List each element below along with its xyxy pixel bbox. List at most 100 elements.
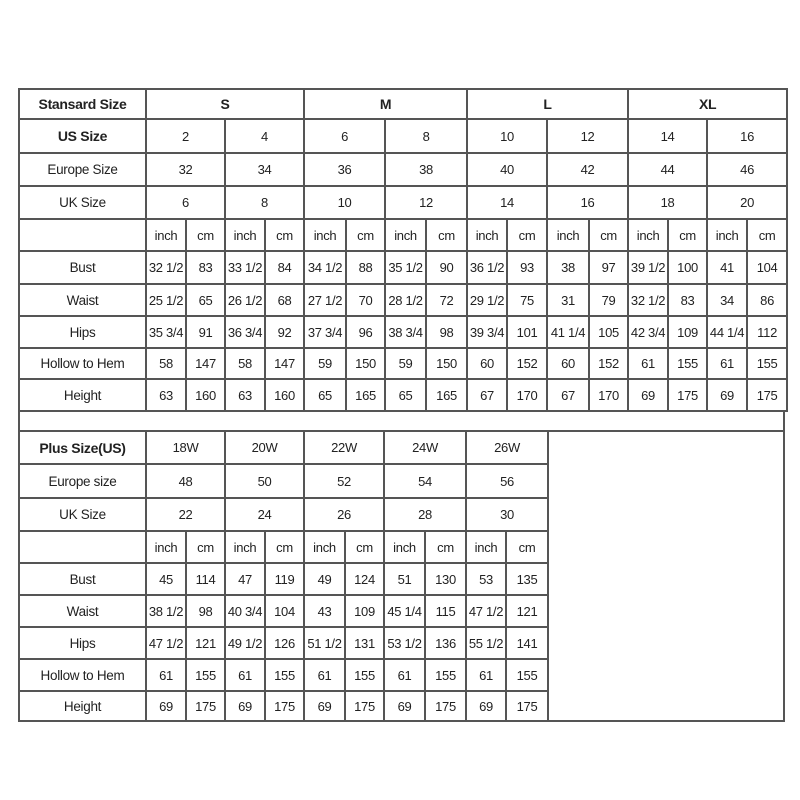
measurement-value: 135 xyxy=(505,562,549,596)
measurement-value: 175 xyxy=(264,690,305,722)
uk-size-label: UK Size xyxy=(18,185,147,220)
measurement-value: 155 xyxy=(667,347,709,380)
letter-size-row: Stansard Size S M L XL xyxy=(18,88,789,120)
letter-size-cell: L xyxy=(466,88,630,120)
plus-europe-size-row: Europe size 48 50 52 54 56 xyxy=(18,463,549,499)
measurement-value: 61 xyxy=(145,658,187,692)
measurement-value: 27 1/2 xyxy=(303,283,348,317)
us-size-cell: 12 xyxy=(546,118,630,154)
measurement-row: Height 63 160 63 160 65 165 65 165 67 170 67 170 69 17… xyxy=(18,378,789,412)
measurement-value: 61 xyxy=(627,347,670,380)
measurement-label: Hollow to Hem xyxy=(18,347,147,380)
measurement-value: 69 xyxy=(303,690,346,722)
us-size-row: US Size 2 4 6 8 10 12 14 16 xyxy=(18,118,789,154)
europe-size-cell: 44 xyxy=(627,152,709,187)
measurement-value: 175 xyxy=(667,378,709,412)
measurement-label: Height xyxy=(18,690,147,722)
measurement-value: 51 1/2 xyxy=(303,626,346,660)
measurement-value: 170 xyxy=(588,378,630,412)
us-size-cell: 10 xyxy=(466,118,549,154)
measurement-value: 115 xyxy=(424,594,467,628)
us-size-cell: 4 xyxy=(223,118,306,154)
unit-inch: inch xyxy=(546,218,591,252)
measurement-value: 96 xyxy=(345,315,387,349)
unit-inch: inch xyxy=(303,218,348,252)
unit-cm: cm xyxy=(344,530,385,564)
measurement-value: 63 xyxy=(145,378,187,412)
measurement-value: 65 xyxy=(303,378,348,412)
header-label: Stansard Size xyxy=(18,88,147,120)
unit-cm: cm xyxy=(345,218,387,252)
measurement-value: 83 xyxy=(667,283,709,317)
measurement-label: Hollow to Hem xyxy=(18,658,147,692)
measurement-value: 83 xyxy=(185,250,226,285)
measurement-value: 72 xyxy=(425,283,469,317)
plus-europe-size-cell: 50 xyxy=(224,463,305,499)
unit-inch: inch xyxy=(465,530,507,564)
measurement-label: Bust xyxy=(18,562,147,596)
measurement-value: 152 xyxy=(588,347,630,380)
europe-size-cell: 46 xyxy=(706,152,789,187)
measurement-value: 88 xyxy=(345,250,387,285)
measurement-value: 136 xyxy=(424,626,467,660)
measurement-value: 152 xyxy=(506,347,549,380)
measurement-value: 41 xyxy=(706,250,749,285)
plus-size-table: Plus Size(US) 18W 20W 22W 24W 26W Europe size 4… xyxy=(18,430,549,722)
plus-uk-size-row: UK Size 22 24 26 28 30 xyxy=(18,497,549,532)
measurement-value: 38 1/2 xyxy=(145,594,187,628)
measurement-value: 34 xyxy=(706,283,749,317)
uk-size-cell: 10 xyxy=(303,185,387,220)
measurement-value: 65 xyxy=(384,378,428,412)
europe-size-cell: 34 xyxy=(223,152,306,187)
measurement-value: 69 xyxy=(224,690,266,722)
unit-cm: cm xyxy=(264,530,305,564)
measurement-value: 93 xyxy=(506,250,549,285)
measurement-value: 150 xyxy=(425,347,469,380)
plus-measurement-row: Hollow to Hem 61 155 61 155 61 155 61 155 61 155 xyxy=(18,658,549,692)
measurement-value: 155 xyxy=(344,658,385,692)
measurement-value: 155 xyxy=(505,658,549,692)
measurement-value: 69 xyxy=(627,378,670,412)
measurement-value: 58 xyxy=(145,347,187,380)
measurement-value: 42 3/4 xyxy=(627,315,670,349)
measurement-value: 61 xyxy=(303,658,346,692)
measurement-value: 104 xyxy=(264,594,305,628)
measurement-value: 67 xyxy=(546,378,591,412)
measurement-value: 28 1/2 xyxy=(384,283,428,317)
measurement-value: 70 xyxy=(345,283,387,317)
europe-size-cell: 36 xyxy=(303,152,387,187)
measurement-value: 45 xyxy=(145,562,187,596)
unit-cm: cm xyxy=(588,218,630,252)
plus-europe-size-cell: 56 xyxy=(465,463,549,499)
plus-uk-size-cell: 24 xyxy=(224,497,305,532)
unit-inch: inch xyxy=(383,530,426,564)
unit-inch: inch xyxy=(224,218,266,252)
measurement-value: 53 1/2 xyxy=(383,626,426,660)
measurement-value: 34 1/2 xyxy=(303,250,348,285)
uk-size-cell: 8 xyxy=(223,185,306,220)
measurement-value: 59 xyxy=(303,347,348,380)
plus-europe-size-cell: 48 xyxy=(145,463,226,499)
measurement-value: 100 xyxy=(667,250,709,285)
measurement-value: 35 1/2 xyxy=(384,250,428,285)
unit-cm: cm xyxy=(263,218,306,252)
measurement-value: 33 1/2 xyxy=(224,250,266,285)
measurement-label: Waist xyxy=(18,283,147,317)
plus-us-size-cell: 24W xyxy=(383,430,467,465)
measurement-value: 61 xyxy=(706,347,749,380)
uk-size-cell: 20 xyxy=(706,185,789,220)
plus-measurement-row: Bust 45 114 47 119 49 124 51 130 53 135 xyxy=(18,562,549,596)
europe-size-cell: 40 xyxy=(466,152,549,187)
plus-europe-size-cell: 52 xyxy=(303,463,385,499)
measurement-value: 51 xyxy=(383,562,426,596)
plus-us-size-cell: 18W xyxy=(145,430,226,465)
us-size-cell: 14 xyxy=(627,118,709,154)
measurement-value: 147 xyxy=(263,347,306,380)
measurement-value: 53 xyxy=(465,562,507,596)
measurement-value: 155 xyxy=(424,658,467,692)
letter-size-cell: S xyxy=(144,88,306,120)
measurement-value: 91 xyxy=(185,315,226,349)
measurement-value: 114 xyxy=(185,562,226,596)
plus-uk-size-label: UK Size xyxy=(18,497,147,532)
measurement-value: 49 xyxy=(303,562,346,596)
